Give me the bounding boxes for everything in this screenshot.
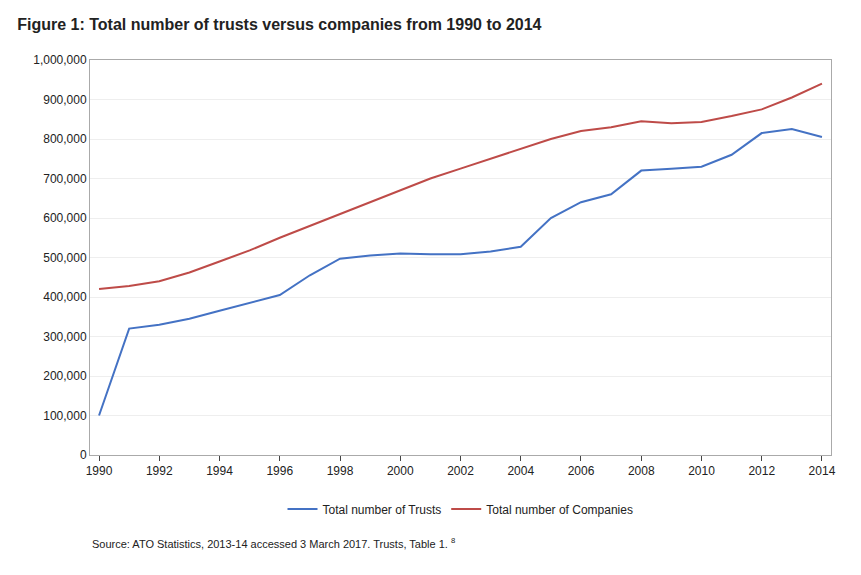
svg-text:500,000: 500,000 (43, 251, 87, 265)
svg-text:800,000: 800,000 (43, 132, 87, 146)
svg-text:Total number of Companies: Total number of Companies (486, 503, 633, 517)
svg-text:300,000: 300,000 (43, 330, 87, 344)
svg-text:1994: 1994 (206, 464, 233, 478)
svg-text:1,000,000: 1,000,000 (33, 53, 87, 67)
svg-text:900,000: 900,000 (43, 93, 87, 107)
svg-text:Source: ATO Statistics, 2013-1: Source: ATO Statistics, 2013-14 accessed… (92, 536, 455, 550)
svg-text:2014: 2014 (809, 464, 836, 478)
svg-text:Figure 1: Total number of trus: Figure 1: Total number of trusts versus … (17, 16, 541, 33)
svg-text:1998: 1998 (327, 464, 354, 478)
svg-text:1992: 1992 (146, 464, 173, 478)
svg-text:2012: 2012 (748, 464, 775, 478)
svg-text:600,000: 600,000 (43, 211, 87, 225)
svg-text:700,000: 700,000 (43, 172, 87, 186)
svg-text:100,000: 100,000 (43, 409, 87, 423)
svg-text:2004: 2004 (507, 464, 534, 478)
svg-text:2000: 2000 (387, 464, 414, 478)
svg-text:2006: 2006 (568, 464, 595, 478)
svg-text:200,000: 200,000 (43, 369, 87, 383)
svg-text:400,000: 400,000 (43, 290, 87, 304)
svg-text:0: 0 (80, 448, 87, 462)
svg-text:2008: 2008 (628, 464, 655, 478)
svg-text:Total number of Trusts: Total number of Trusts (323, 503, 442, 517)
svg-text:1996: 1996 (266, 464, 293, 478)
svg-text:2010: 2010 (688, 464, 715, 478)
svg-text:2002: 2002 (447, 464, 474, 478)
svg-text:1990: 1990 (86, 464, 113, 478)
